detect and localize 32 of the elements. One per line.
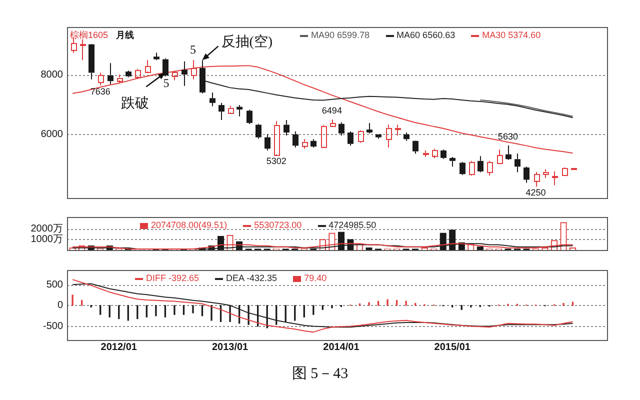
legend-label: DIFF -392.65 <box>146 273 200 283</box>
x-tick-label: 2012/01 <box>100 342 138 353</box>
annotation: 5 <box>163 76 170 90</box>
y-tick-label: 8000 <box>40 69 64 80</box>
annotation: 5630 <box>498 131 518 142</box>
y-tick-label: 1000万 <box>30 234 63 246</box>
annotation: 5302 <box>266 156 286 166</box>
x-tick-label: 2015/01 <box>434 342 471 353</box>
y-tick-label: 500 <box>46 279 64 290</box>
annotation: 反抽(空) <box>221 34 273 50</box>
annotation: 6494 <box>322 106 342 116</box>
x-tick-label: 2014/01 <box>323 342 360 353</box>
y-tick-label: 6000 <box>40 129 64 140</box>
legend-label: 2074708.00(49.51) <box>151 220 228 230</box>
x-tick-label: 2013/01 <box>212 342 249 353</box>
legend-label: MA90 6599.78 <box>311 30 370 40</box>
chart-subtitle: 月线 <box>116 30 134 40</box>
legend-label: DEA -432.35 <box>226 273 278 283</box>
y-tick-label: -500 <box>42 321 64 332</box>
legend-label: 79.40 <box>304 273 327 283</box>
legend-label: MA60 6560.63 <box>396 30 456 40</box>
y-tick-label: 2000万 <box>30 224 63 235</box>
legend-label: MA30 5374.60 <box>482 30 541 40</box>
legend-label: 5530723.00 <box>254 220 302 230</box>
annotation: 7636 <box>90 86 110 96</box>
annotation: 4250 <box>526 188 546 198</box>
legend-label: 4724985.50 <box>328 220 376 230</box>
annotation: 跌破 <box>121 95 150 112</box>
caption: 图 5－43 <box>290 365 350 383</box>
chart-title: 棕榈1605 <box>70 30 108 40</box>
annotation: 5 <box>190 42 196 56</box>
y-tick-label: 0 <box>57 300 64 312</box>
